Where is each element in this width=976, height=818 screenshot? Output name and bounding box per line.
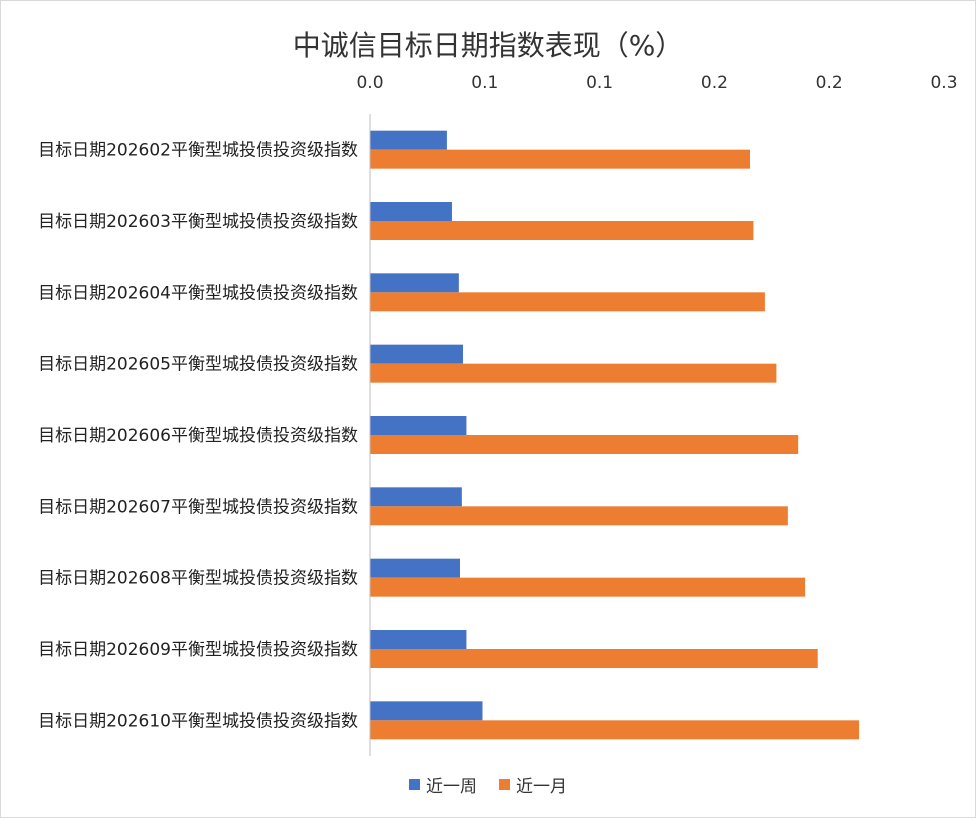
legend-item: 近一月 <box>499 772 567 797</box>
category-label: 目标日期202609平衡型城投债投资级指数 <box>38 640 358 660</box>
bar-week <box>370 130 447 150</box>
bar-week <box>370 202 452 221</box>
bar-week <box>370 416 467 435</box>
x-tick-label: 0.2 <box>701 73 728 93</box>
chart-title: 中诚信目标日期指数表现（%） <box>292 29 684 62</box>
category-label: 目标日期202605平衡型城投债投资级指数 <box>38 355 358 375</box>
bar-month <box>370 435 799 454</box>
bar-month <box>370 506 788 526</box>
bar-week <box>370 273 459 293</box>
bar-month <box>370 221 754 240</box>
bar-month <box>370 292 765 312</box>
x-tick-label: 0.3 <box>930 73 957 93</box>
legend: 近一周 近一月 <box>0 772 976 797</box>
legend-label: 近一月 <box>516 777 567 797</box>
legend-swatch <box>409 779 420 790</box>
category-labels: 目标日期202602平衡型城投债投资级指数目标日期202603平衡型城投债投资级… <box>38 141 358 732</box>
x-tick-label: 0.1 <box>586 73 613 93</box>
x-tick-label: 0.0 <box>356 73 383 93</box>
bar-week <box>370 701 483 721</box>
bar-week <box>370 487 462 507</box>
legend-label: 近一周 <box>426 777 477 797</box>
x-tick-label: 0.2 <box>816 73 843 93</box>
category-label: 目标日期202604平衡型城投债投资级指数 <box>38 283 358 303</box>
bar-month <box>370 720 860 740</box>
category-label: 目标日期202608平衡型城投债投资级指数 <box>38 569 358 589</box>
bar-week <box>370 630 467 649</box>
category-label: 目标日期202607平衡型城投债投资级指数 <box>38 497 358 517</box>
legend-item: 近一周 <box>409 772 477 797</box>
x-axis-ticks: 0.0 0.1 0.1 0.2 0.2 0.3 <box>356 73 957 93</box>
bar-month <box>370 149 750 169</box>
category-label: 目标日期202606平衡型城投债投资级指数 <box>38 426 358 446</box>
bar-month <box>370 363 777 383</box>
bar-month <box>370 649 818 668</box>
category-label: 目标日期202602平衡型城投债投资级指数 <box>38 141 358 161</box>
bar-week <box>370 558 461 578</box>
x-tick-label: 0.1 <box>471 73 498 93</box>
bar-week <box>370 344 463 364</box>
bars <box>370 130 860 740</box>
bar-month <box>370 577 806 597</box>
legend-swatch <box>499 779 510 790</box>
category-label: 目标日期202610平衡型城投债投资级指数 <box>38 711 358 731</box>
category-label: 目标日期202603平衡型城投债投资级指数 <box>38 212 358 232</box>
